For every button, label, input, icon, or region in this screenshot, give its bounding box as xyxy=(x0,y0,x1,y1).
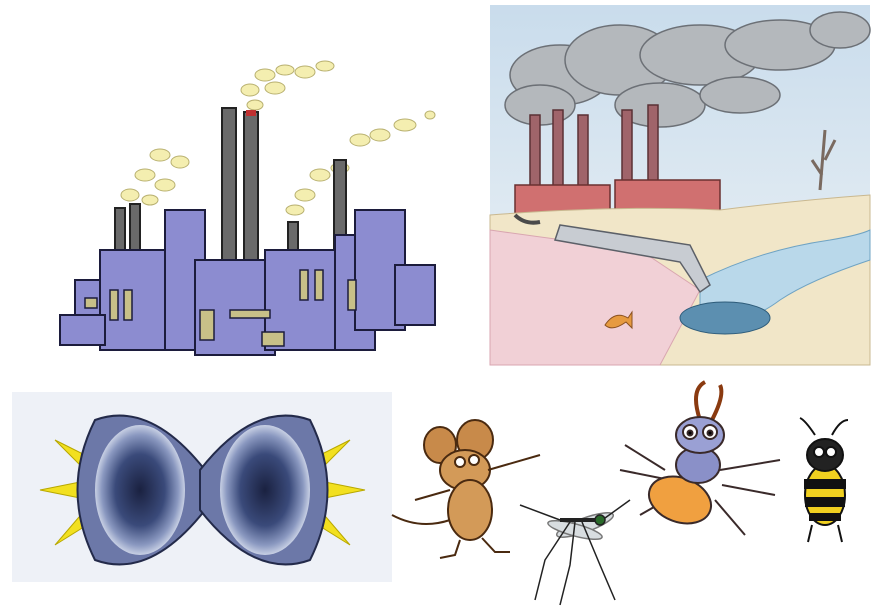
factory-clipart-part-part xyxy=(315,270,323,300)
bee-cartoon-part xyxy=(805,480,845,488)
pollution-landscape-part xyxy=(680,302,770,334)
factory-clipart-part-part xyxy=(350,134,370,146)
factory-clipart-part-part xyxy=(171,156,189,168)
pollution-landscape xyxy=(490,5,870,365)
bee-cartoon-part xyxy=(807,439,843,471)
factory-clipart-part-part xyxy=(316,61,334,71)
factory-clipart-part-part xyxy=(395,265,435,325)
factory-clipart-part-part xyxy=(121,189,139,201)
collage xyxy=(0,0,875,608)
factory-clipart-part-part xyxy=(200,310,214,340)
mouse-cartoon-part xyxy=(448,480,492,540)
speakers-clipart-part xyxy=(220,425,310,555)
mosquito-cartoon-part xyxy=(520,505,560,520)
pollution-landscape-part-part xyxy=(700,77,780,113)
bee-cartoon-part xyxy=(806,498,844,506)
factory-clipart-part-part xyxy=(155,179,175,191)
speakers-clipart xyxy=(12,392,392,582)
pollution-landscape-part-part xyxy=(615,180,720,212)
factory-clipart-part-part xyxy=(370,129,390,141)
bee-cartoon-part xyxy=(810,514,840,520)
factory-clipart-part-part xyxy=(300,270,308,300)
factory-clipart-part-part xyxy=(110,290,118,320)
factory-clipart-part-part xyxy=(142,195,158,205)
factory-clipart-part-part xyxy=(241,84,259,96)
bug-cartoon-part xyxy=(696,382,721,420)
factory-clipart-part-part xyxy=(230,310,270,318)
pollution-landscape-part-part xyxy=(810,12,870,48)
bee-cartoon-part xyxy=(800,418,848,435)
factory-clipart-part-part xyxy=(286,205,304,215)
mosquito-cartoon-part xyxy=(605,500,630,518)
mouse-cartoon-part xyxy=(469,455,479,465)
factory-clipart-part-part xyxy=(60,315,105,345)
bug-cartoon-part xyxy=(688,431,693,436)
pollution-landscape-part-part xyxy=(578,115,588,190)
pollution-landscape-part-part xyxy=(648,105,658,190)
mosquito-cartoon xyxy=(520,500,630,605)
factory-clipart-part-part xyxy=(425,111,435,119)
mouse-cartoon-part xyxy=(488,455,540,470)
page: (() => { const data = JSON.parse(documen… xyxy=(0,0,875,608)
pollution-landscape-part-part xyxy=(553,110,563,190)
mouse-cartoon-part xyxy=(482,538,510,552)
mouse-cartoon xyxy=(392,420,540,558)
factory-clipart xyxy=(60,61,435,355)
mouse-cartoon-part xyxy=(440,540,460,558)
factory-clipart-part-part xyxy=(295,189,315,201)
bug-cartoon-part xyxy=(708,431,713,436)
chimney-glow xyxy=(246,110,256,116)
speakers-clipart-part xyxy=(95,425,185,555)
bee-cartoon xyxy=(800,418,848,542)
factory-clipart-part-part xyxy=(295,66,315,78)
pollution-landscape-part-part xyxy=(530,115,540,190)
factory-clipart-part-part xyxy=(265,82,285,94)
factory-clipart-part-part xyxy=(310,169,330,181)
factory-clipart-part-part xyxy=(247,100,263,110)
bee-cartoon-part xyxy=(814,447,824,457)
mouse-cartoon-part xyxy=(415,490,450,500)
factory-clipart-part-part xyxy=(276,65,294,75)
bee-cartoon-part xyxy=(826,447,836,457)
factory-clipart-part-part xyxy=(262,332,284,346)
bug-cartoon xyxy=(620,382,780,535)
factory-clipart-part-part xyxy=(135,169,155,181)
bee-cartoon-part xyxy=(808,525,842,542)
mouse-cartoon-part xyxy=(455,457,465,467)
pollution-landscape-part-part xyxy=(622,110,632,190)
factory-clipart-part-part xyxy=(85,298,97,308)
factory-clipart-part-part xyxy=(124,290,132,320)
factory-clipart-part-part xyxy=(150,149,170,161)
mouse-cartoon-part xyxy=(392,515,450,524)
factory-clipart-part-part xyxy=(255,69,275,81)
mosquito-cartoon-part xyxy=(595,515,605,525)
factory-clipart-part-part xyxy=(394,119,416,131)
factory-clipart-part xyxy=(121,61,435,215)
factory-clipart-part-part xyxy=(348,280,356,310)
